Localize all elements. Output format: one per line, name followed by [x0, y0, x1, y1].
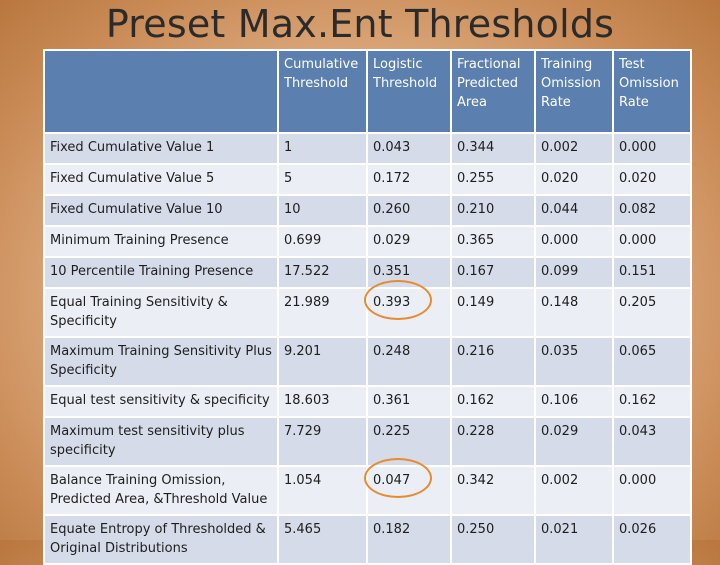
header-test-omission-rate: Test Omission Rate	[612, 49, 692, 134]
slide-title: Preset Max.Ent Thresholds	[105, 2, 615, 46]
header-logistic-threshold: Logistic Threshold	[366, 49, 452, 134]
highlight-circle	[364, 458, 432, 498]
row-label: Minimum Training Presence	[43, 225, 279, 258]
training-omission-rate-cell: 0.099	[534, 256, 614, 289]
cumulative-threshold-cell: 18.603	[277, 385, 368, 418]
fractional-predicted-area-cell: 0.216	[450, 336, 536, 387]
fractional-predicted-area-cell: 0.344	[450, 132, 536, 165]
fractional-predicted-area-cell: 0.210	[450, 194, 536, 227]
thresholds-table: Cumulative Threshold Logistic Threshold …	[43, 49, 692, 565]
fractional-predicted-area-cell: 0.167	[450, 256, 536, 289]
test-omission-rate-cell: 0.082	[612, 194, 692, 227]
table-row: Balance Training Omission, Predicted Are…	[43, 458, 692, 516]
logistic-threshold-cell: 0.029	[366, 225, 452, 258]
cumulative-threshold-cell: 17.522	[277, 256, 368, 289]
training-omission-rate-cell: 0.020	[534, 163, 614, 196]
table-row: Minimum Training Presence 0.699 0.029 0.…	[43, 225, 692, 258]
training-omission-rate-cell: 0.148	[534, 287, 614, 338]
cumulative-threshold-cell: 21.989	[277, 287, 368, 338]
header-cumulative-threshold: Cumulative Threshold	[277, 49, 368, 134]
test-omission-rate-cell: 0.151	[612, 256, 692, 289]
cumulative-threshold-cell: 5	[277, 163, 368, 196]
cumulative-threshold-cell: 10	[277, 194, 368, 227]
table-row: Fixed Cumulative Value 10 10 0.260 0.210…	[43, 194, 692, 227]
header-training-omission-rate: Training Omission Rate	[534, 49, 614, 134]
header-fractional-predicted-area: Fractional Predicted Area	[450, 49, 536, 134]
logistic-threshold-cell: 0.172	[366, 163, 452, 196]
training-omission-rate-cell: 0.000	[534, 225, 614, 258]
logistic-threshold-cell: 0.248	[366, 336, 452, 387]
row-label: Fixed Cumulative Value 5	[43, 163, 279, 196]
table-header-row: Cumulative Threshold Logistic Threshold …	[43, 49, 692, 134]
fractional-predicted-area-cell: 0.342	[450, 465, 536, 516]
cumulative-threshold-cell: 0.699	[277, 225, 368, 258]
highlighted-value: 0.047	[364, 458, 432, 498]
row-label: Maximum test sensitivity plus specificit…	[43, 416, 279, 467]
fractional-predicted-area-cell: 0.365	[450, 225, 536, 258]
table-row: Maximum test sensitivity plus specificit…	[43, 416, 692, 467]
cumulative-threshold-cell: 9.201	[277, 336, 368, 387]
test-omission-rate-cell: 0.065	[612, 336, 692, 387]
training-omission-rate-cell: 0.106	[534, 385, 614, 418]
fractional-predicted-area-cell: 0.162	[450, 385, 536, 418]
row-label: Equal test sensitivity & specificity	[43, 385, 279, 418]
table-row: Fixed Cumulative Value 1 1 0.043 0.344 0…	[43, 132, 692, 165]
logistic-threshold-cell: 0.260	[366, 194, 452, 227]
table-row: Equal Training Sensitivity & Specificity…	[43, 280, 692, 338]
logistic-threshold-cell: 0.361	[366, 385, 452, 418]
test-omission-rate-cell: 0.205	[612, 287, 692, 338]
test-omission-rate-cell: 0.020	[612, 163, 692, 196]
cumulative-threshold-cell: 1.054	[277, 465, 368, 516]
fractional-predicted-area-cell: 0.255	[450, 163, 536, 196]
fractional-predicted-area-cell: 0.149	[450, 287, 536, 338]
cumulative-threshold-cell: 7.729	[277, 416, 368, 467]
header-blank	[43, 49, 279, 134]
training-omission-rate-cell: 0.002	[534, 132, 614, 165]
table-row: 10 Percentile Training Presence 17.522 0…	[43, 256, 692, 289]
logistic-threshold-cell: 0.047	[364, 458, 452, 516]
row-label: Maximum Training Sensitivity Plus Specif…	[43, 336, 279, 387]
row-label: Fixed Cumulative Value 10	[43, 194, 279, 227]
test-omission-rate-cell: 0.162	[612, 385, 692, 418]
training-omission-rate-cell: 0.029	[534, 416, 614, 467]
row-label: Balance Training Omission, Predicted Are…	[43, 465, 279, 516]
logistic-threshold-cell: 0.043	[366, 132, 452, 165]
cumulative-threshold-cell: 1	[277, 132, 368, 165]
highlighted-value: 0.393	[364, 280, 432, 320]
row-label: Equal Training Sensitivity & Specificity	[43, 287, 279, 338]
table-row: Fixed Cumulative Value 5 5 0.172 0.255 0…	[43, 163, 692, 196]
table-row: Maximum Training Sensitivity Plus Specif…	[43, 336, 692, 387]
test-omission-rate-cell: 0.000	[612, 465, 692, 516]
training-omission-rate-cell: 0.002	[534, 465, 614, 516]
logistic-threshold-cell: 0.225	[366, 416, 452, 467]
fractional-predicted-area-cell: 0.228	[450, 416, 536, 467]
row-label: 10 Percentile Training Presence	[43, 256, 279, 289]
training-omission-rate-cell: 0.035	[534, 336, 614, 387]
test-omission-rate-cell: 0.043	[612, 416, 692, 467]
logistic-threshold-cell: 0.393	[364, 280, 452, 338]
table-row: Equal test sensitivity & specificity 18.…	[43, 385, 692, 418]
training-omission-rate-cell: 0.044	[534, 194, 614, 227]
row-label: Fixed Cumulative Value 1	[43, 132, 279, 165]
highlight-circle	[364, 280, 432, 320]
test-omission-rate-cell: 0.000	[612, 132, 692, 165]
test-omission-rate-cell: 0.000	[612, 225, 692, 258]
